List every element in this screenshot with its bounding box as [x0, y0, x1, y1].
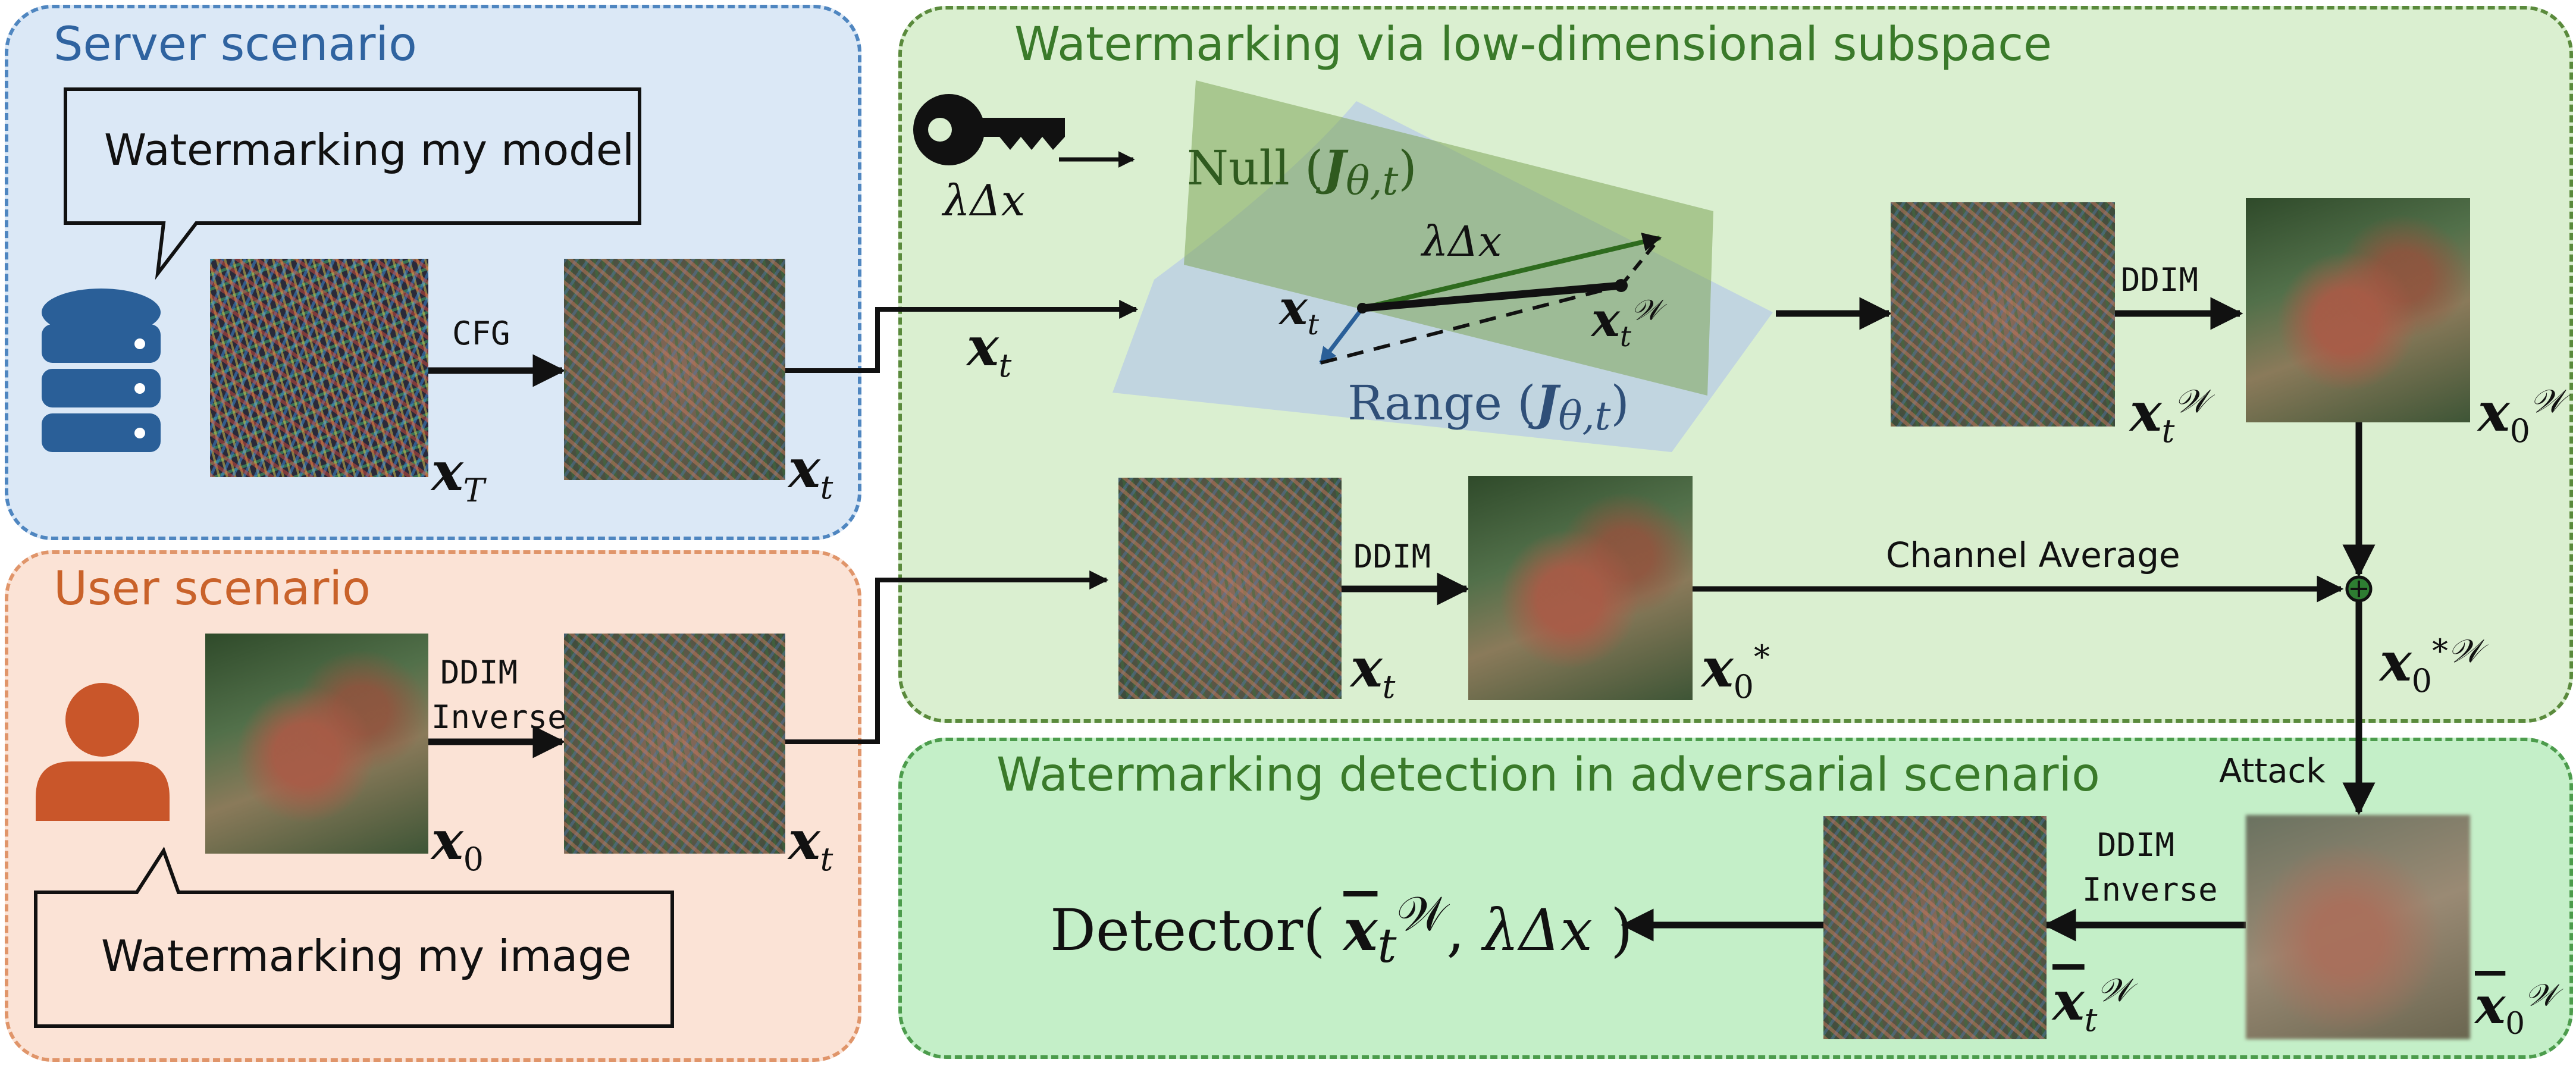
watermarked-noise-image — [1891, 202, 2115, 427]
inverted-noise-image — [1823, 816, 2047, 1039]
ddim-inverse-user-label-2: Inverse — [431, 698, 567, 736]
watermarking-title: Watermarking via low-dimensional subspac… — [1014, 18, 2052, 71]
ddim-top-label: DDIM — [2121, 261, 2199, 299]
math-x-T: xT — [431, 440, 485, 509]
math-x-t-W-plane: xt𝒲 — [1591, 291, 1662, 353]
math-lambda-dx-plane: λΔx — [1422, 217, 1502, 266]
math-x-t-mid: xt — [1350, 637, 1396, 706]
math-x-0-star-W: x0*𝒲 — [2380, 631, 2482, 700]
attacked-image — [2246, 815, 2470, 1039]
user-speech-bubble — [34, 846, 674, 1028]
ddim-inverse-det-label-1: DDIM — [2097, 826, 2175, 864]
math-lambda-dx-key: λΔx — [943, 175, 1026, 225]
range-space-label: Range (Jθ,t) — [1347, 375, 1629, 439]
user-icon — [36, 683, 170, 821]
ddim-inverse-det-label-2: Inverse — [2082, 871, 2218, 908]
channel-average-label: Channel Average — [1886, 535, 2180, 575]
image-x0-star — [1468, 476, 1693, 700]
server-scenario-title: Server scenario — [54, 18, 417, 71]
server-bubble-text: Watermarking my model — [104, 125, 635, 175]
ddim-mid-label: DDIM — [1353, 538, 1431, 575]
detector-expression: Detector( xt𝒲, λΔx ) — [1050, 886, 1633, 974]
ddim-inverse-user-label-1: DDIM — [440, 654, 518, 691]
math-x-0-W: x0𝒲 — [2478, 381, 2564, 450]
null-plane — [1184, 80, 1713, 396]
attack-label: Attack — [2219, 752, 2326, 791]
math-x-t-plane: xt — [1279, 280, 1319, 341]
clean-image-x0-user — [205, 634, 428, 854]
math-x-t-branch: xt — [967, 315, 1012, 384]
math-xbar-t-W: xt𝒲 — [2052, 970, 2131, 1039]
detection-title: Watermarking detection in adversarial sc… — [996, 748, 2100, 802]
math-x-t-W: xt𝒲 — [2130, 381, 2208, 450]
math-x-0-user: x0 — [431, 809, 484, 878]
math-x-0-star: x0* — [1701, 637, 1770, 706]
math-xbar-0-W: x0𝒲 — [2475, 976, 2558, 1042]
database-icon — [42, 289, 161, 452]
cfg-label: CFG — [452, 315, 510, 352]
server-speech-bubble — [64, 87, 641, 280]
noisy-image-xt-mid — [1118, 478, 1342, 699]
noisy-image-xt-user — [564, 634, 785, 854]
noisy-image-xt-server — [564, 259, 785, 480]
math-x-t-user: xt — [788, 809, 833, 878]
noise-image-xT — [210, 259, 428, 477]
null-space-label: Null (Jθ,t) — [1187, 140, 1417, 204]
user-bubble-text: Watermarking my image — [101, 931, 632, 981]
key-icon — [913, 94, 1065, 165]
math-x-t-server: xt — [788, 437, 833, 506]
watermarked-image-x0W — [2246, 198, 2470, 422]
user-scenario-title: User scenario — [54, 562, 371, 616]
